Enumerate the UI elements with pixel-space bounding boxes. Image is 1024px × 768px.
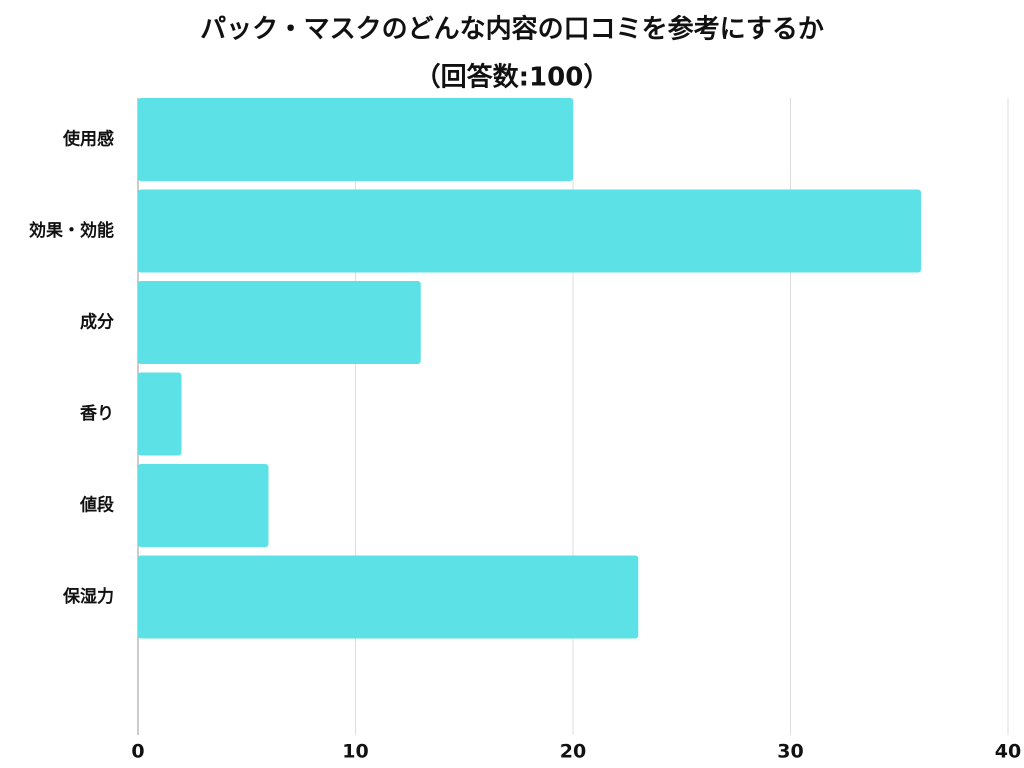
bar	[138, 281, 421, 364]
x-tick-label: 30	[777, 741, 803, 763]
y-tick-label: 使用感	[62, 129, 114, 150]
bar	[138, 555, 639, 639]
bar	[138, 464, 269, 547]
bar	[138, 372, 182, 456]
x-tick-label: 20	[560, 741, 586, 763]
chart-subtitle: （回答数:100）	[415, 62, 610, 93]
y-tick-label: 成分	[80, 312, 114, 333]
bar	[138, 189, 921, 273]
bar	[138, 98, 573, 181]
x-tick-label: 0	[131, 741, 144, 763]
chart-title: パック・マスクのどんな内容の口コミを参考にするか	[200, 14, 824, 45]
y-tick-label: 値段	[79, 495, 114, 516]
y-tick-label: 保湿力	[62, 586, 114, 607]
x-tick-label: 40	[995, 741, 1021, 763]
y-tick-label: 効果・効能	[29, 220, 114, 241]
x-tick-label: 10	[342, 741, 368, 763]
y-tick-label: 香り	[80, 404, 114, 424]
